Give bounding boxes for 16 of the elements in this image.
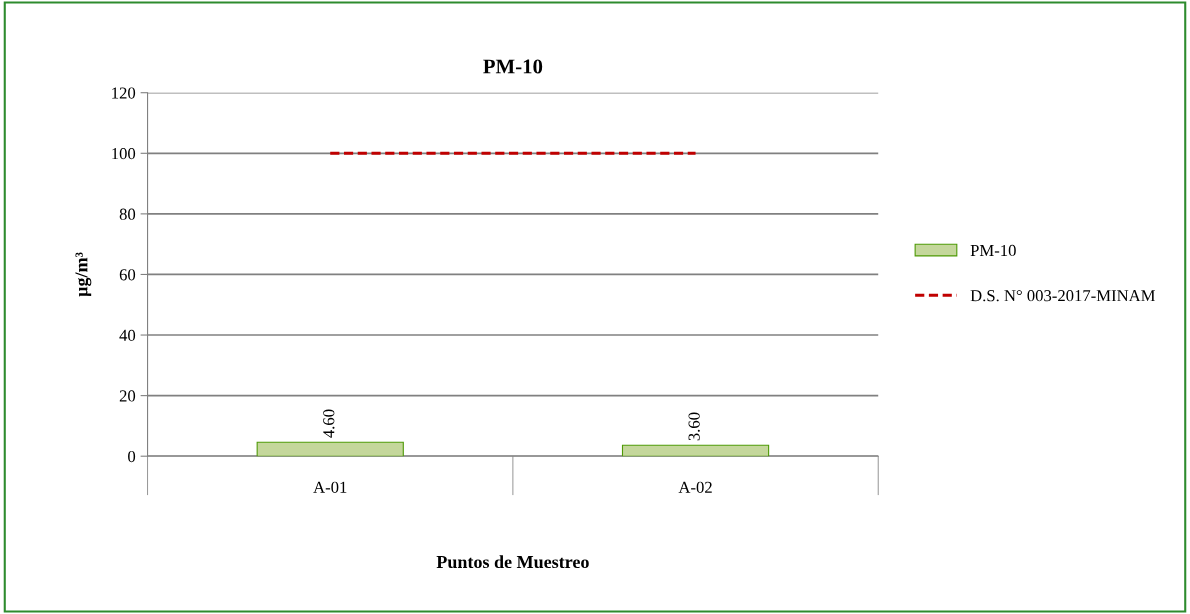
y-axis-title: µg/m³: [75, 252, 92, 297]
legend-label: D.S. N° 003-2017-MINAM: [970, 290, 1156, 302]
x-tick-label: A-01: [313, 481, 347, 493]
y-tick-label: 100: [112, 147, 136, 160]
y-tick-label: 20: [119, 390, 136, 402]
data-label: 3.60: [688, 412, 700, 441]
chart-title: PM-10: [483, 59, 543, 74]
x-axis-title: Puntos de Muestreo: [436, 555, 589, 569]
x-tick-label: A-02: [678, 481, 712, 493]
y-tick-label: 0: [128, 450, 136, 463]
y-tick-label: 40: [119, 329, 136, 341]
y-tick-label: 60: [119, 269, 136, 281]
legend-label: PM-10: [970, 244, 1016, 257]
data-label: 4.60: [323, 409, 335, 438]
y-tick-label: 120: [112, 87, 136, 99]
y-tick-label: 80: [119, 208, 136, 220]
